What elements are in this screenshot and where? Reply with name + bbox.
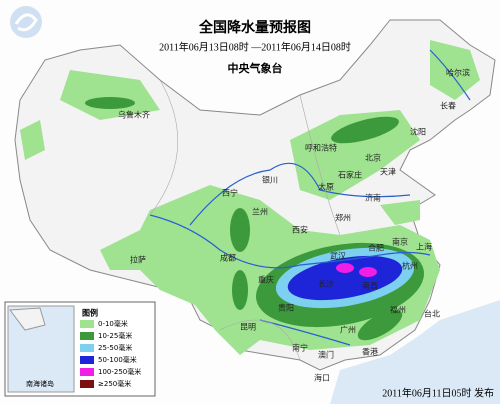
city: 天津 — [380, 167, 396, 177]
legend-swatch — [80, 344, 94, 352]
inset-label: 南海诸岛 — [26, 379, 54, 388]
city: 西宁 — [222, 188, 238, 198]
city: 香港 — [362, 347, 378, 357]
rain-heavy-rainstorm — [336, 263, 354, 273]
legend-title: 图例 — [82, 308, 98, 318]
rain-rainstorm — [287, 255, 403, 301]
city: 拉萨 — [130, 255, 146, 265]
legend-label: ≥250毫米 — [98, 379, 131, 388]
inset-land — [9, 307, 46, 331]
city: 乌鲁木齐 — [118, 110, 150, 120]
city: 重庆 — [258, 275, 274, 285]
city: 贵阳 — [278, 303, 294, 313]
legend-label: 0-10毫米 — [98, 319, 128, 328]
legend-swatch — [80, 380, 94, 388]
legend-swatch — [80, 332, 94, 340]
city: 呼和浩特 — [305, 143, 337, 153]
legend-swatch — [80, 368, 94, 376]
sea — [330, 300, 500, 404]
city: 哈尔滨 — [446, 68, 470, 78]
city: 武汉 — [330, 251, 346, 261]
city: 郑州 — [335, 213, 351, 223]
city: 福州 — [390, 306, 406, 315]
city: 银川 — [262, 175, 278, 185]
city: 沈阳 — [410, 127, 426, 137]
city: 北京 — [365, 153, 381, 163]
city: 上海 — [416, 242, 432, 252]
footer: 2011年06月11日05时 发布 — [382, 386, 494, 399]
period: 2011年06月13日08时 —2011年06月14日08时 — [159, 40, 351, 53]
agency: 中央气象台 — [228, 61, 283, 75]
legend-label: 25-50毫米 — [98, 343, 132, 352]
city: 南宁 — [292, 343, 308, 353]
city: 南京 — [392, 237, 408, 247]
legend: 南海诸岛 图例 0-10毫米 10-25毫米 25-50毫米 50-100毫米 100-… — [4, 301, 156, 397]
city-labels: 哈尔滨 长春 沈阳 乌鲁木齐 呼和浩特 北京 天津 石家庄 太原 银川 济南 西… — [118, 68, 470, 383]
city: 台北 — [424, 309, 440, 319]
city: 长沙 — [318, 279, 334, 289]
city: 南昌 — [362, 281, 378, 291]
legend-label: 50-100毫米 — [98, 355, 137, 364]
rain-heavy-rainstorm — [359, 267, 377, 277]
city: 太原 — [318, 182, 334, 192]
legend-swatch — [80, 320, 94, 328]
city: 海口 — [314, 373, 330, 383]
city: 济南 — [365, 193, 381, 203]
title: 全国降水量预报图 — [198, 19, 311, 36]
city: 澳门 — [318, 350, 334, 360]
legend-swatch — [80, 356, 94, 364]
city: 杭州 — [402, 261, 418, 271]
city: 成都 — [220, 253, 236, 263]
city: 兰州 — [252, 207, 268, 217]
legend-label: 10-25毫米 — [98, 331, 132, 340]
city: 石家庄 — [338, 170, 362, 180]
city: 西安 — [292, 225, 308, 235]
city: 长春 — [440, 101, 456, 111]
city: 合肥 — [368, 243, 384, 253]
city: 广州 — [340, 325, 356, 335]
logo-mark — [14, 13, 38, 32]
legend-label: 100-250毫米 — [98, 367, 141, 376]
province-borders — [149, 79, 341, 361]
logo — [10, 6, 42, 38]
city: 昆明 — [240, 323, 256, 332]
